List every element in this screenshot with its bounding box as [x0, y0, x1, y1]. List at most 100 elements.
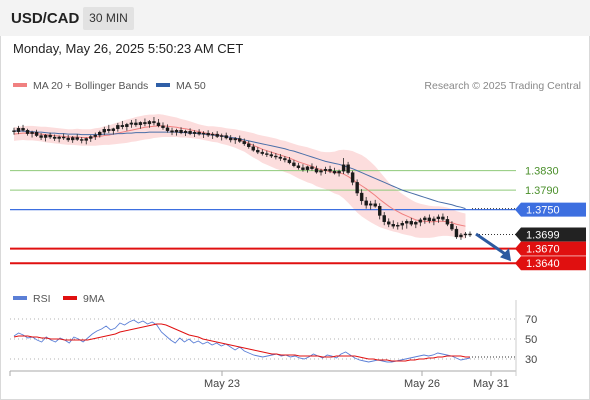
price-levels-layer	[10, 170, 516, 265]
candle-body	[98, 131, 102, 136]
candle	[265, 150, 269, 157]
candle	[183, 129, 188, 137]
candle-body	[305, 166, 310, 170]
candle	[436, 214, 441, 223]
candle	[368, 200, 373, 210]
candle-body	[341, 164, 346, 172]
candle-body	[134, 122, 138, 126]
candle	[61, 133, 66, 140]
candle	[147, 119, 152, 128]
candle-body	[111, 128, 116, 131]
candle	[269, 151, 274, 158]
candle-body	[188, 130, 192, 134]
candle-body	[287, 159, 292, 164]
candle-body	[48, 134, 52, 138]
rsi-layer: 70 50 30	[10, 314, 537, 366]
candle-body	[400, 223, 404, 226]
candle	[405, 219, 409, 229]
candle-body	[30, 131, 34, 134]
candle-body	[459, 234, 463, 238]
bollinger-band-layer	[14, 114, 466, 239]
candle-body	[170, 130, 174, 133]
candle-body	[427, 217, 432, 222]
candle-body	[242, 141, 246, 145]
candle-body	[66, 137, 70, 141]
candle-body	[373, 203, 377, 207]
candle	[179, 127, 183, 135]
x-tick-label: May 23	[204, 378, 240, 390]
candle-body	[350, 172, 355, 183]
candle-body	[314, 168, 319, 173]
candle-body	[210, 133, 215, 136]
candle	[373, 199, 377, 208]
candle-body	[61, 136, 66, 139]
level-tag-3	[515, 227, 586, 242]
candle	[414, 220, 418, 229]
candle	[242, 138, 246, 146]
candle-body	[364, 200, 368, 206]
candle-body	[107, 129, 111, 131]
timeframe-button[interactable]: 30 MIN	[83, 7, 134, 30]
candle-body	[278, 156, 283, 159]
candle	[174, 128, 179, 136]
chart-header: USD/CAD 30 MIN	[0, 0, 590, 36]
level-label-5: 1.3640	[526, 258, 560, 270]
candle	[70, 136, 75, 143]
candle	[355, 179, 359, 196]
candle-body	[39, 135, 43, 138]
candle	[418, 217, 423, 227]
candle-body	[319, 170, 323, 173]
candle	[30, 130, 34, 138]
candle-body	[70, 137, 75, 141]
candle-body	[165, 127, 170, 131]
candle	[16, 125, 21, 135]
candle-body	[432, 218, 436, 222]
candle-body	[25, 130, 30, 134]
candle-body	[201, 132, 206, 135]
x-tick-label: May 26	[404, 378, 440, 390]
candle-body	[378, 206, 382, 216]
candle-body	[183, 130, 188, 133]
candle-body	[152, 121, 156, 124]
candle-body	[265, 153, 269, 155]
candle	[387, 218, 391, 228]
candle	[210, 132, 215, 139]
candle-body	[147, 121, 152, 125]
candle-body	[179, 130, 183, 133]
candle-body	[387, 221, 391, 225]
candle	[192, 130, 197, 138]
candle-body	[409, 221, 414, 225]
candle	[359, 189, 364, 205]
legend-swatch-ma20	[13, 83, 27, 88]
candle	[120, 120, 125, 130]
candle-body	[143, 122, 147, 125]
candle-body	[251, 146, 255, 151]
candle	[75, 134, 79, 141]
candle	[138, 121, 143, 129]
candle	[305, 165, 310, 173]
legend-swatch-rsi	[13, 296, 27, 301]
candle	[314, 165, 319, 174]
candle	[143, 118, 147, 127]
copyright-text: Research © 2025 Trading Central	[424, 80, 581, 92]
candle	[337, 169, 341, 177]
candle-body	[296, 165, 301, 168]
candle-body	[89, 136, 93, 139]
candle	[364, 196, 368, 209]
candle-body	[332, 170, 337, 174]
legend-ma50: MA 50	[156, 80, 206, 92]
candle-body	[84, 138, 88, 141]
candle	[39, 133, 43, 140]
legend-ma20-bollinger: MA 20 + Bollinger Bands	[13, 80, 148, 92]
candles-layer	[12, 117, 472, 240]
candle	[93, 132, 97, 140]
candle	[400, 220, 404, 230]
candle	[346, 161, 350, 175]
legend-label-rsi: RSI	[33, 293, 51, 305]
candle	[188, 128, 192, 136]
candle	[260, 149, 265, 156]
candle	[233, 137, 237, 144]
candle	[156, 119, 161, 128]
candle-body	[292, 162, 296, 166]
candle	[201, 131, 206, 138]
